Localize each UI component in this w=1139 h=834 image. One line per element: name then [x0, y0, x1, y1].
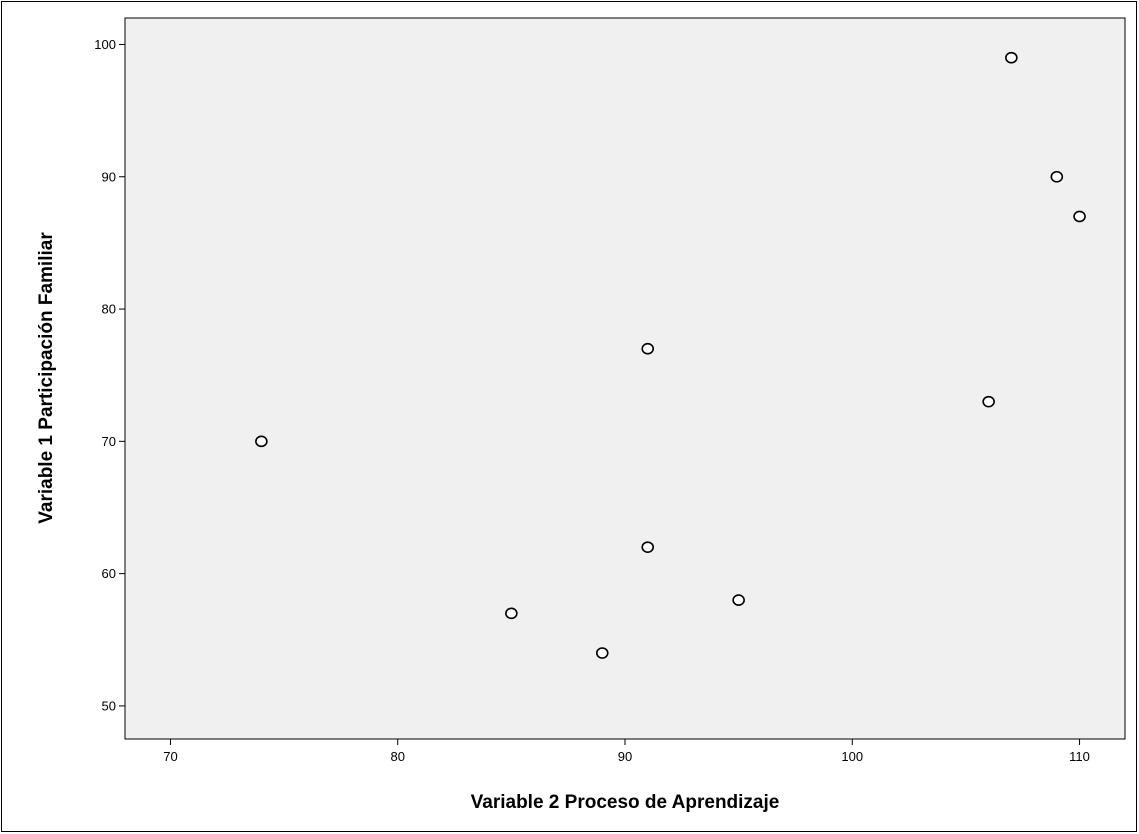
x-tick-label: 110 [1069, 749, 1090, 764]
y-tick-label: 60 [102, 566, 116, 581]
y-tick-label: 90 [102, 169, 116, 184]
data-point [641, 541, 655, 553]
data-point [982, 395, 995, 408]
plot-area [124, 17, 1126, 740]
data-point [1073, 210, 1086, 223]
data-point [641, 342, 655, 355]
data-point [1005, 51, 1018, 64]
x-axis: 70 80 90 100 110 [163, 739, 1090, 764]
y-axis-title: Variable 1 Participación Familiar [36, 232, 57, 524]
x-tick-label: 80 [390, 749, 404, 764]
data-point [732, 594, 745, 606]
y-tick-label: 80 [102, 302, 116, 317]
y-tick-label: 50 [102, 698, 116, 713]
x-axis-title: Variable 2 Proceso de Aprendizaje [471, 792, 780, 813]
x-tick-label: 90 [618, 749, 632, 764]
data-point [1050, 170, 1064, 183]
y-tick-label: 70 [102, 434, 116, 449]
data-point [595, 647, 609, 659]
y-axis: 50 60 70 80 90 100 [94, 37, 125, 713]
x-tick-label: 70 [163, 749, 177, 764]
data-point [255, 435, 268, 448]
x-tick-label: 100 [841, 749, 863, 764]
data-point [505, 607, 518, 620]
data-points [255, 51, 1086, 659]
y-tick-label: 100 [94, 37, 116, 52]
